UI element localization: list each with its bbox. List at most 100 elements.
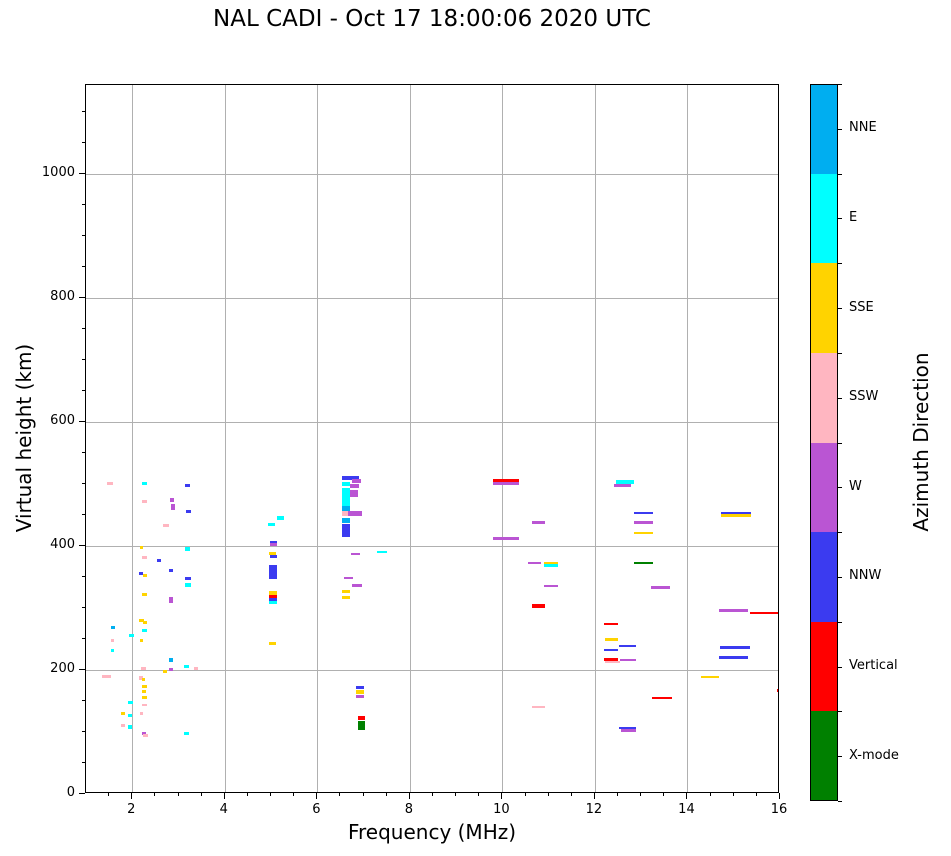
gridline-horizontal bbox=[86, 421, 778, 423]
echo-mark bbox=[721, 512, 751, 514]
echo-mark bbox=[141, 592, 147, 596]
colorbar-category-label: W bbox=[849, 478, 862, 494]
echo-mark bbox=[139, 571, 143, 575]
echo-mark bbox=[719, 609, 749, 612]
y-minor-tick bbox=[82, 730, 85, 732]
echo-mark bbox=[344, 576, 354, 580]
echo-mark bbox=[604, 658, 619, 661]
echo-mark bbox=[139, 638, 144, 642]
colorbar-segment-nnw bbox=[811, 532, 837, 623]
y-minor-tick bbox=[82, 575, 85, 577]
echo-mark bbox=[120, 711, 126, 715]
y-major-tick bbox=[79, 793, 85, 794]
x-minor-tick bbox=[270, 793, 272, 796]
colorbar-category-label: SSE bbox=[849, 299, 874, 315]
echo-mark bbox=[169, 668, 173, 672]
echo-mark bbox=[493, 482, 519, 486]
echo-mark bbox=[342, 589, 350, 593]
echo-mark bbox=[110, 638, 115, 642]
colorbar-segment-x-mode bbox=[811, 711, 837, 800]
echo-mark bbox=[604, 622, 619, 626]
colorbar-boundary-tick bbox=[838, 84, 842, 85]
x-major-tick bbox=[223, 793, 225, 799]
x-minor-tick bbox=[362, 793, 364, 796]
colorbar-tick bbox=[838, 308, 842, 310]
x-major-tick bbox=[408, 793, 410, 799]
echo-mark bbox=[342, 476, 360, 481]
echo-mark bbox=[356, 685, 365, 689]
echo-mark bbox=[604, 648, 619, 652]
echo-mark bbox=[269, 554, 277, 558]
x-minor-tick bbox=[547, 793, 549, 796]
echo-mark bbox=[531, 521, 545, 525]
x-tick-label: 12 bbox=[585, 802, 603, 817]
y-major-tick bbox=[79, 296, 85, 298]
y-tick-label: 0 bbox=[66, 785, 75, 800]
echo-mark bbox=[183, 731, 190, 735]
echo-mark bbox=[776, 689, 778, 692]
colorbar-segment-ssw bbox=[811, 352, 837, 444]
x-minor-tick bbox=[755, 793, 757, 796]
echo-mark bbox=[350, 552, 360, 556]
x-tick-label: 8 bbox=[404, 802, 413, 817]
x-minor-tick bbox=[455, 793, 457, 796]
y-minor-tick bbox=[82, 761, 85, 763]
echo-mark bbox=[128, 701, 133, 705]
echo-mark bbox=[143, 574, 148, 578]
colorbar-segment-vertical bbox=[811, 621, 837, 713]
echo-mark bbox=[128, 633, 135, 637]
echo-mark bbox=[276, 516, 284, 520]
echo-mark bbox=[347, 511, 362, 516]
echo-mark bbox=[616, 480, 634, 484]
echo-mark bbox=[184, 484, 191, 488]
echo-mark bbox=[351, 478, 361, 483]
echo-mark bbox=[185, 577, 192, 581]
gridline-horizontal bbox=[86, 173, 778, 175]
colorbar-tick bbox=[838, 218, 842, 220]
echo-mark bbox=[141, 629, 147, 633]
echo-mark bbox=[142, 734, 148, 738]
plot-area bbox=[85, 84, 779, 793]
echo-mark bbox=[269, 540, 277, 544]
y-minor-tick bbox=[82, 234, 85, 236]
echo-mark bbox=[107, 482, 113, 486]
echo-mark bbox=[170, 498, 174, 502]
colorbar-boundary-tick bbox=[838, 352, 842, 354]
echo-mark bbox=[121, 724, 125, 728]
gridline-horizontal bbox=[86, 545, 778, 547]
echo-mark bbox=[621, 729, 637, 732]
colorbar-tick bbox=[838, 666, 842, 668]
echo-mark bbox=[700, 675, 719, 678]
echo-mark bbox=[185, 583, 192, 587]
echo-mark bbox=[142, 690, 147, 694]
x-minor-tick bbox=[663, 793, 665, 796]
x-minor-tick bbox=[478, 793, 480, 796]
echo-mark bbox=[342, 511, 349, 516]
echo-mark bbox=[357, 716, 365, 721]
y-minor-tick bbox=[82, 265, 85, 267]
echo-mark bbox=[169, 568, 173, 572]
echo-mark bbox=[604, 638, 618, 641]
y-major-tick bbox=[79, 172, 85, 174]
colorbar-boundary-tick bbox=[838, 442, 842, 444]
echo-mark bbox=[162, 670, 168, 674]
colorbar-boundary-tick bbox=[838, 173, 842, 175]
echo-mark bbox=[721, 514, 751, 517]
x-axis-label: Frequency (MHz) bbox=[347, 820, 517, 844]
y-tick-label: 1000 bbox=[41, 164, 75, 180]
gridline-horizontal bbox=[86, 669, 778, 671]
echo-mark bbox=[544, 564, 558, 567]
colorbar-tick bbox=[838, 756, 842, 758]
y-minor-tick bbox=[82, 451, 85, 453]
x-major-tick bbox=[686, 793, 688, 799]
echo-mark bbox=[618, 727, 636, 730]
echo-mark bbox=[268, 641, 276, 645]
y-tick-label: 400 bbox=[50, 536, 75, 552]
echo-mark bbox=[185, 509, 191, 513]
echo-mark bbox=[652, 696, 672, 700]
colorbar-boundary-tick bbox=[838, 801, 842, 802]
echo-mark bbox=[377, 550, 387, 554]
echo-mark bbox=[184, 547, 191, 551]
colorbar-boundary-tick bbox=[838, 263, 842, 265]
y-minor-tick bbox=[82, 141, 85, 143]
